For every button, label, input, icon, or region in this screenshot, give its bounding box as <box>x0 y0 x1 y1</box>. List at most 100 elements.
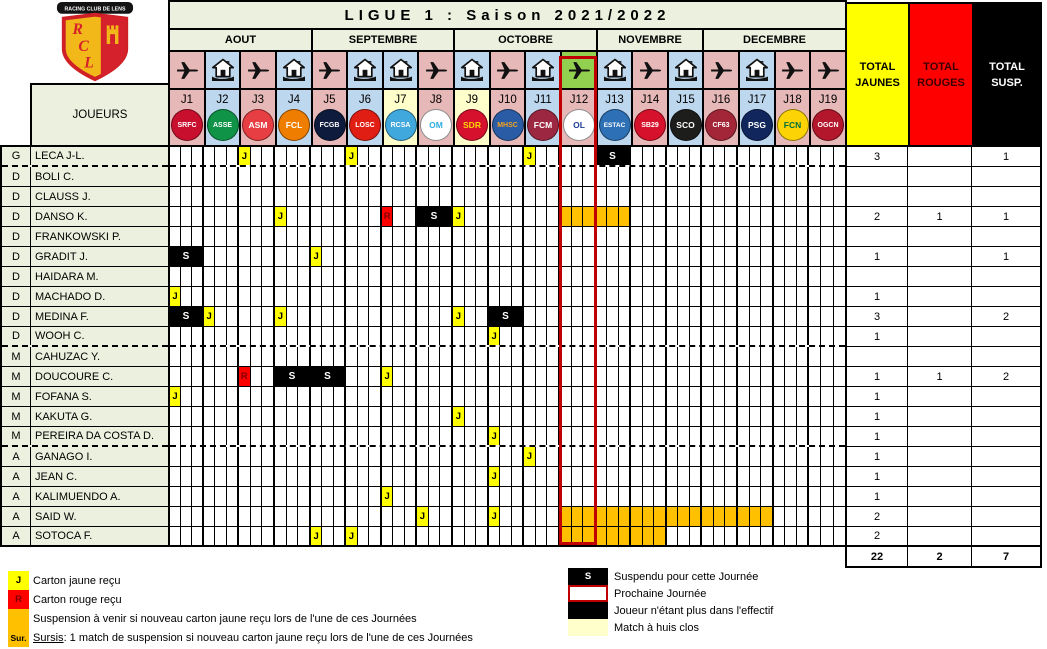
day-cell-J13[interactable] <box>596 507 631 526</box>
grid-subcell[interactable] <box>750 467 762 486</box>
grid-subcell[interactable] <box>251 187 263 206</box>
grid-subcell[interactable] <box>170 267 181 286</box>
grid-subcell[interactable] <box>369 167 380 186</box>
grid-subcell[interactable] <box>275 407 287 426</box>
grid-subcell[interactable] <box>489 347 501 366</box>
day-cell-J1[interactable] <box>170 527 204 545</box>
grid-subcell[interactable] <box>476 507 487 526</box>
grid-subcell[interactable] <box>322 407 334 426</box>
day-cell-J7[interactable] <box>382 147 417 165</box>
day-cell-J6[interactable] <box>346 267 382 286</box>
day-cell-J16[interactable] <box>702 267 738 286</box>
grid-subcell[interactable] <box>690 227 700 246</box>
player-name-cell[interactable]: LECA J-L. <box>35 150 85 162</box>
grid-subcell[interactable] <box>346 467 358 486</box>
grid-subcell[interactable] <box>215 487 227 506</box>
grid-subcell[interactable] <box>287 327 299 345</box>
grid-subcell[interactable] <box>572 287 584 306</box>
grid-subcell[interactable] <box>654 467 665 486</box>
grid-subcell[interactable] <box>583 467 594 486</box>
total-yellow-cell[interactable]: 1 <box>847 367 908 386</box>
day-cell-J12[interactable] <box>560 447 596 466</box>
grid-subcell[interactable] <box>761 367 772 386</box>
grid-subcell[interactable] <box>465 467 477 486</box>
grid-subcell[interactable] <box>251 227 263 246</box>
grid-subcell[interactable] <box>547 487 558 506</box>
grid-subcell[interactable] <box>382 427 394 445</box>
day-cell-J18[interactable] <box>774 327 809 345</box>
grid-subcell[interactable] <box>334 267 344 286</box>
grid-subcell[interactable] <box>690 427 700 445</box>
grid-subcell[interactable] <box>667 447 679 466</box>
grid-subcell[interactable] <box>583 287 594 306</box>
grid-subcell[interactable] <box>500 327 512 345</box>
total-susp-cell[interactable] <box>972 287 1040 306</box>
grid-subcell[interactable] <box>761 267 772 286</box>
grid-subcell[interactable] <box>275 467 287 486</box>
grid-subcell[interactable] <box>774 187 786 206</box>
grid-subcell[interactable] <box>311 507 323 526</box>
grid-subcell[interactable] <box>440 367 451 386</box>
grid-subcell[interactable] <box>547 507 558 526</box>
grid-subcell[interactable] <box>262 487 273 506</box>
grid-subcell[interactable] <box>834 407 845 426</box>
grid-subcell[interactable] <box>596 247 608 266</box>
total-red-cell[interactable] <box>908 507 972 526</box>
day-cell-J1[interactable]: J <box>170 387 204 406</box>
grid-subcell[interactable] <box>251 267 263 286</box>
grid-subcell[interactable] <box>393 227 405 246</box>
grid-subcell[interactable] <box>572 407 584 426</box>
grid-subcell[interactable] <box>489 267 501 286</box>
day-cell-J19[interactable] <box>809 347 845 366</box>
grid-subcell[interactable] <box>453 327 465 345</box>
grid-subcell[interactable] <box>204 147 216 165</box>
day-cell-J5[interactable] <box>311 167 346 186</box>
day-cell-J11[interactable] <box>524 427 560 445</box>
grid-subcell[interactable] <box>170 467 181 486</box>
grid-subcell[interactable] <box>725 167 736 186</box>
total-yellow-cell[interactable]: 1 <box>847 407 908 426</box>
grid-subcell[interactable] <box>512 287 522 306</box>
grid-subcell[interactable] <box>239 447 251 466</box>
grid-subcell[interactable] <box>453 347 465 366</box>
matchday-cell-J16[interactable]: J16 CF63 <box>702 88 740 147</box>
grid-subcell[interactable] <box>714 487 726 506</box>
grid-subcell[interactable] <box>298 147 309 165</box>
grid-subcell[interactable] <box>560 487 572 506</box>
day-cell-J5[interactable] <box>311 507 346 526</box>
grid-subcell[interactable] <box>714 367 726 386</box>
day-cell-J7[interactable] <box>382 507 417 526</box>
matchday-cell-J10[interactable]: J10 MHSC <box>489 88 526 147</box>
day-cell-J16[interactable] <box>702 447 738 466</box>
grid-subcell[interactable] <box>547 287 558 306</box>
risk-cell[interactable] <box>631 527 643 545</box>
grid-subcell[interactable] <box>239 207 251 226</box>
day-cell-J6[interactable] <box>346 307 382 326</box>
grid-subcell[interactable] <box>382 187 394 206</box>
grid-subcell[interactable] <box>547 227 558 246</box>
day-cell-J8[interactable] <box>417 467 453 486</box>
day-cell-J11[interactable] <box>524 327 560 345</box>
day-cell-J7[interactable] <box>382 427 417 445</box>
grid-subcell[interactable] <box>774 247 786 266</box>
grid-subcell[interactable] <box>572 187 584 206</box>
grid-subcell[interactable] <box>524 367 536 386</box>
grid-subcell[interactable] <box>311 227 323 246</box>
month-header-septembre[interactable]: SEPTEMBRE <box>311 28 455 52</box>
grid-subcell[interactable] <box>725 407 736 426</box>
grid-subcell[interactable] <box>227 147 237 165</box>
grid-subcell[interactable] <box>476 427 487 445</box>
grid-subcell[interactable] <box>797 387 807 406</box>
day-cell-J18[interactable] <box>774 347 809 366</box>
grid-subcell[interactable] <box>596 427 608 445</box>
grid-subcell[interactable] <box>809 487 822 506</box>
total-susp-cell[interactable] <box>972 527 1040 545</box>
grid-subcell[interactable] <box>215 247 227 266</box>
grid-subcell[interactable] <box>465 187 477 206</box>
grid-subcell[interactable] <box>334 227 344 246</box>
grid-subcell[interactable] <box>417 287 429 306</box>
grid-subcell[interactable] <box>536 427 548 445</box>
grid-subcell[interactable] <box>750 447 762 466</box>
grid-subcell[interactable] <box>489 487 501 506</box>
grid-subcell[interactable] <box>405 247 415 266</box>
